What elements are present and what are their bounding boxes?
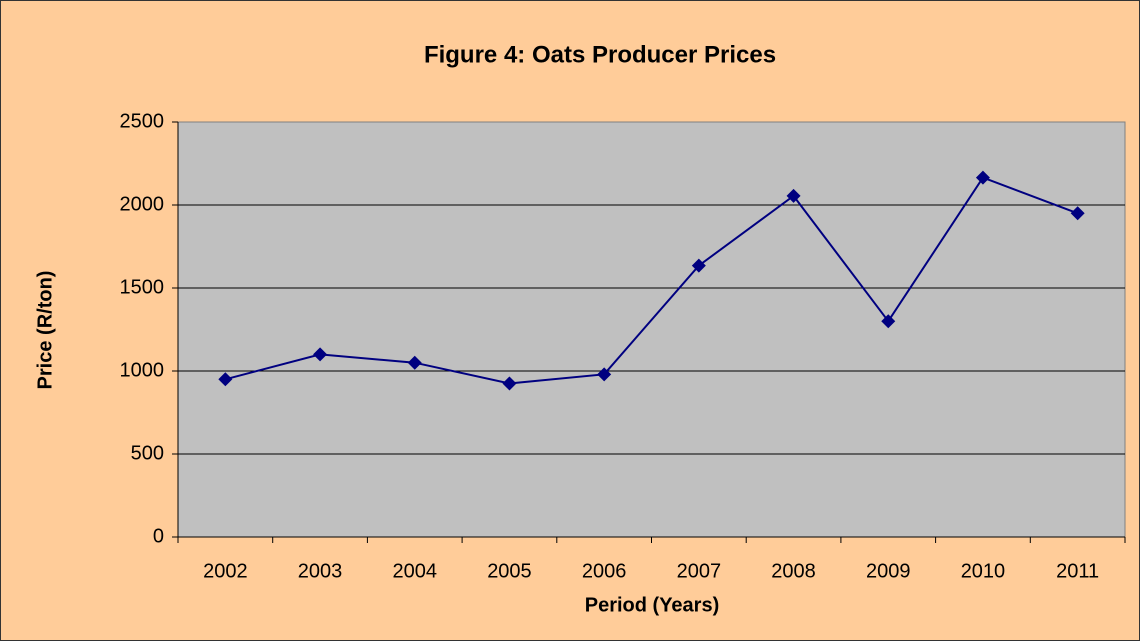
x-tick-label: 2006 (582, 560, 627, 582)
x-tick-label: 2002 (203, 560, 248, 582)
y-axis-label: Price (R/ton) (34, 271, 56, 390)
y-tick-label: 1500 (120, 276, 165, 298)
y-tick-label: 0 (153, 525, 164, 547)
plot-area (177, 121, 1126, 538)
data-point (881, 314, 896, 329)
data-point (597, 367, 612, 382)
data-point (786, 188, 801, 203)
y-tick-label: 2000 (120, 193, 165, 215)
x-axis-label: Period (Years) (585, 594, 720, 616)
x-tick-label: 2003 (298, 560, 343, 582)
y-tick-label: 2500 (120, 110, 165, 132)
data-point (407, 355, 422, 370)
data-point (502, 376, 517, 391)
data-point (691, 258, 706, 273)
data-line (225, 176, 1079, 385)
data-point (313, 347, 328, 362)
x-tick-label: 2011 (1056, 560, 1099, 582)
x-tick-label: 2008 (771, 560, 816, 582)
chart-title: Figure 4: Oats Producer Prices (424, 41, 776, 68)
y-tick-label: 1000 (120, 359, 165, 381)
x-tick-label: 2010 (961, 560, 1006, 582)
data-point (1070, 206, 1085, 221)
x-tick-label: 2009 (866, 560, 911, 582)
x-tick-label: 2004 (393, 560, 438, 582)
x-tick-label: 2005 (487, 560, 532, 582)
x-tick-label: 2007 (677, 560, 722, 582)
y-tick-label: 500 (131, 442, 164, 464)
data-point (218, 372, 233, 387)
data-point (975, 170, 990, 185)
